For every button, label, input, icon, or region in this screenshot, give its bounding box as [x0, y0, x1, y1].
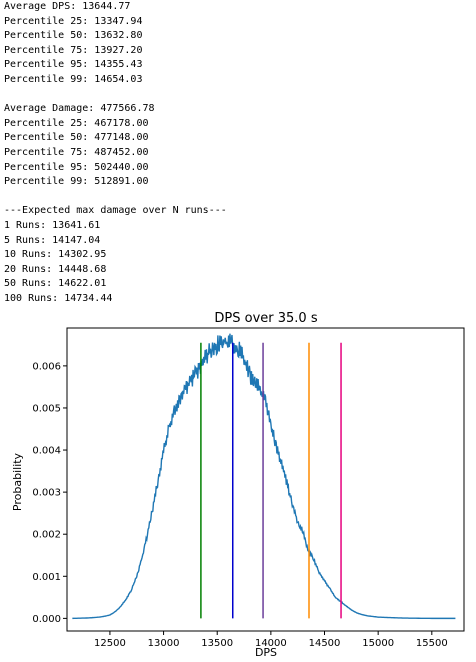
axis-ticks: 12500 13000 13500 14000 14500 15000 15500 0.000… [32, 361, 447, 649]
plot-frame [66, 327, 465, 632]
output-line: Percentile 25: 13347.94 [4, 15, 143, 27]
y-tick-label: 0.001 [32, 572, 61, 583]
blank-line [4, 88, 227, 103]
output-line: Percentile 50: 13632.80 [4, 30, 143, 42]
x-tick-label: 13000 [148, 638, 180, 649]
y-tick-label: 0.000 [32, 614, 61, 625]
dps-distribution-line [72, 333, 456, 620]
output-line: Percentile 75: 13927.20 [4, 44, 143, 56]
y-axis-label: Probability [11, 452, 24, 511]
y-tick-label: 0.006 [32, 361, 61, 372]
output-line: Average DPS: 13644.77 [4, 1, 131, 12]
output-line: ---Expected max damage over N runs--- [4, 205, 227, 217]
y-tick-label: 0.002 [32, 530, 61, 541]
x-tick-label: 14000 [255, 638, 287, 649]
dps-chart: DPS over 35.0 s DPS Probability 12500 130… [11, 311, 465, 659]
output-line: 100 Runs: 14734.44 [4, 292, 113, 304]
output-line: Percentile 75: 487452.00 [4, 146, 149, 158]
output-line: 10 Runs: 14302.95 [4, 249, 107, 261]
chart-title: DPS over 35.0 s [214, 311, 317, 326]
output-line: 50 Runs: 14622.01 [4, 278, 107, 290]
output-line: Percentile 95: 502440.00 [4, 161, 149, 173]
x-axis-label: DPS [255, 646, 277, 659]
x-tick-label: 15500 [416, 638, 448, 649]
output-line: 1 Runs: 13641.61 [4, 219, 101, 231]
max-damage-block: ---Expected max damage over N runs--- 1 … [4, 204, 227, 306]
y-tick-label: 0.003 [32, 488, 61, 499]
x-tick-label: 15000 [362, 638, 394, 649]
y-tick-label: 0.005 [32, 403, 61, 414]
output-line: 5 Runs: 14147.04 [4, 234, 101, 246]
plot-area [72, 333, 456, 620]
y-tick-label: 0.004 [32, 446, 61, 457]
output-line: Average Damage: 477566.78 [4, 103, 155, 115]
output-line: Percentile 95: 14355.43 [4, 59, 143, 71]
x-tick-label: 13500 [201, 638, 233, 649]
blank-line [4, 190, 227, 205]
damage-stats-block: Average Damage: 477566.78 Percentile 25:… [4, 102, 227, 190]
console-output: Average DPS: 13644.77 Percentile 25: 133… [4, 0, 227, 306]
output-line: 20 Runs: 14448.68 [4, 263, 107, 275]
dps-stats-block: Average DPS: 13644.77 Percentile 25: 133… [4, 0, 227, 88]
output-line: Percentile 25: 467178.00 [4, 117, 149, 129]
x-tick-label: 14500 [309, 638, 341, 649]
x-tick-label: 12500 [94, 638, 126, 649]
output-line: Percentile 99: 14654.03 [4, 73, 143, 85]
output-line: Percentile 50: 477148.00 [4, 132, 149, 144]
output-line: Percentile 99: 512891.00 [4, 176, 149, 188]
